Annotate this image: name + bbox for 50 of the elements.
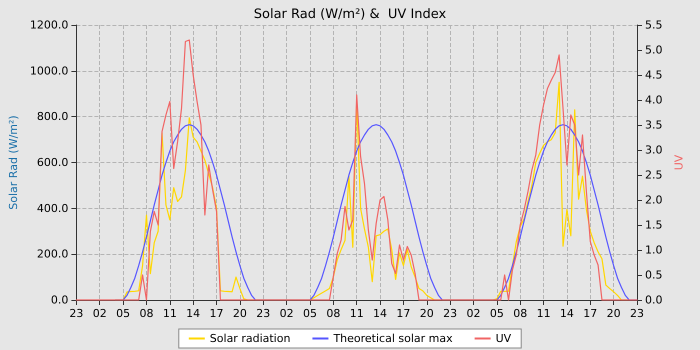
x-tick-label: 05 xyxy=(490,307,504,320)
x-tick-label: 20 xyxy=(420,307,434,320)
x-tick-label: 11 xyxy=(162,307,177,320)
x-tick-label: 17 xyxy=(583,307,598,320)
y2-tick-label: 3.5 xyxy=(645,118,662,132)
x-tick-label: 05 xyxy=(302,307,317,320)
x-tick-label: 17 xyxy=(396,307,410,320)
y2-axis-title: UV xyxy=(672,154,686,170)
legend-label: Theoretical solar max xyxy=(332,332,454,345)
y-axis-title: Solar Rad (W/m²) xyxy=(7,115,20,210)
y2-tick-label: 5.0 xyxy=(645,44,662,56)
x-tick-label: 23 xyxy=(630,307,644,320)
x-tick-label: 20 xyxy=(606,307,621,320)
y2-tick-label: 0.0 xyxy=(645,294,662,306)
x-tick-label: 08 xyxy=(139,307,154,320)
x-tick-label: 02 xyxy=(92,307,107,320)
y-tick-label: 600.0 xyxy=(36,156,68,169)
y-tick-label: 1200.0 xyxy=(30,18,68,32)
y-tick-label: 400.0 xyxy=(36,202,68,215)
x-tick-label: 08 xyxy=(513,307,528,320)
x-tick-label: 02 xyxy=(466,307,480,320)
x-tick-label: 08 xyxy=(326,307,340,320)
chart-title: Solar Rad (W/m²) & UV Index xyxy=(254,7,447,22)
y-tick-label: 0.0 xyxy=(50,294,68,306)
x-tick-label: 11 xyxy=(536,307,551,320)
x-tick-label: 14 xyxy=(560,307,574,320)
x-tick-label: 02 xyxy=(280,307,294,320)
x-tick-label: 14 xyxy=(186,307,200,320)
x-tick-label: 11 xyxy=(350,307,364,320)
y2-tick-label: 2.0 xyxy=(645,194,662,206)
x-tick-label: 20 xyxy=(232,307,247,320)
y2-tick-label: 4.0 xyxy=(645,94,662,106)
y2-tick-label: 1.0 xyxy=(645,244,662,256)
y2-tick-label: 2.5 xyxy=(645,168,662,182)
x-tick-label: 17 xyxy=(210,307,224,320)
legend-label: UV xyxy=(496,332,512,345)
y2-tick-label: 3.0 xyxy=(645,144,662,156)
x-tick-label: 23 xyxy=(69,307,84,320)
legend-label: Solar radiation xyxy=(210,332,290,345)
y2-tick-label: 5.5 xyxy=(645,18,662,32)
y2-tick-label: 0.5 xyxy=(645,268,662,282)
x-tick-label: 23 xyxy=(443,307,458,320)
y-tick-label: 800.0 xyxy=(36,110,68,124)
x-tick-label: 05 xyxy=(116,307,130,320)
y2-tick-label: 1.5 xyxy=(645,218,662,232)
y-tick-label: 200.0 xyxy=(36,248,68,261)
x-tick-label: 14 xyxy=(373,307,388,320)
y2-tick-label: 4.5 xyxy=(645,68,662,82)
x-tick-label: 23 xyxy=(256,307,270,320)
y-tick-label: 1000.0 xyxy=(30,64,68,78)
